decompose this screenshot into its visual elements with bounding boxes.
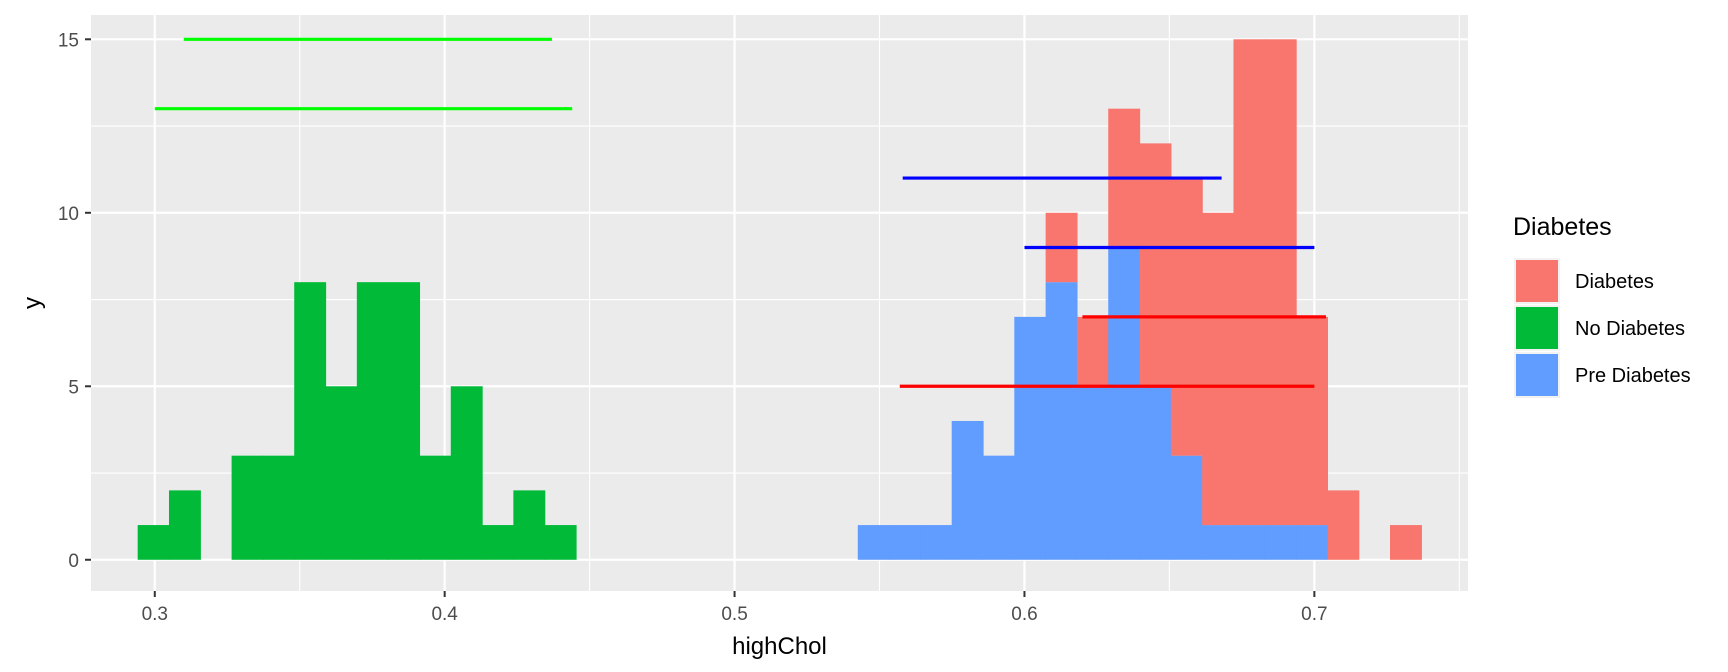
legend-title: Diabetes bbox=[1513, 213, 1612, 241]
y-tick-label: 10 bbox=[58, 204, 79, 225]
bar-diabetes bbox=[1139, 143, 1172, 387]
bar-pre-diabetes bbox=[1202, 525, 1235, 560]
bar-no-diabetes bbox=[231, 455, 264, 560]
bar-no-diabetes bbox=[450, 386, 483, 560]
bar-diabetes bbox=[1264, 39, 1297, 526]
y-tick-label: 15 bbox=[58, 30, 79, 51]
y-tick-label: 0 bbox=[68, 551, 79, 572]
x-tick-label: 0.7 bbox=[1301, 604, 1327, 625]
bar-pre-diabetes bbox=[857, 525, 890, 560]
y-tick-label: 5 bbox=[68, 377, 79, 398]
legend-label: Pre Diabetes bbox=[1575, 365, 1691, 387]
x-axis: 0.3 0.4 0.5 0.6 0.7 bbox=[142, 591, 1328, 625]
bar-pre-diabetes bbox=[1108, 247, 1141, 560]
bar-diabetes bbox=[1296, 316, 1329, 526]
legend-key bbox=[1516, 260, 1558, 302]
bar-pre-diabetes bbox=[1296, 525, 1329, 560]
bar-diabetes bbox=[1233, 39, 1266, 526]
x-tick-label: 0.5 bbox=[721, 604, 747, 625]
bar-no-diabetes bbox=[544, 525, 577, 560]
x-tick-label: 0.4 bbox=[431, 604, 458, 625]
bar-pre-diabetes bbox=[1076, 386, 1109, 560]
bars bbox=[137, 39, 1422, 560]
bar-pre-diabetes bbox=[889, 525, 921, 560]
legend-label: No Diabetes bbox=[1575, 318, 1685, 340]
bar-pre-diabetes bbox=[920, 525, 953, 560]
bar-no-diabetes bbox=[388, 282, 421, 560]
x-axis-title: highChol bbox=[732, 633, 827, 660]
legend-label: Diabetes bbox=[1575, 271, 1654, 293]
bar-pre-diabetes bbox=[1014, 316, 1047, 560]
legend: Diabetes Diabetes No Diabetes Pre Diabetes bbox=[1513, 213, 1691, 398]
bar-no-diabetes bbox=[513, 490, 546, 560]
y-axis: 0 5 10 15 bbox=[58, 30, 91, 572]
bar-pre-diabetes bbox=[1139, 386, 1172, 560]
legend-key bbox=[1516, 354, 1558, 396]
range-segments bbox=[154, 37, 1326, 388]
bar-diabetes bbox=[1202, 212, 1235, 526]
x-tick-label: 0.3 bbox=[142, 604, 168, 625]
x-tick-label: 0.6 bbox=[1011, 604, 1037, 625]
bar-no-diabetes bbox=[294, 282, 327, 560]
bar-no-diabetes bbox=[168, 490, 201, 560]
bar-diabetes bbox=[1076, 316, 1109, 387]
bar-no-diabetes bbox=[325, 386, 358, 560]
bar-pre-diabetes bbox=[1170, 455, 1203, 560]
bar-diabetes bbox=[1390, 525, 1422, 560]
bar-no-diabetes bbox=[419, 455, 452, 560]
y-axis-title: y bbox=[19, 297, 46, 309]
bar-no-diabetes bbox=[262, 455, 295, 560]
bar-pre-diabetes bbox=[951, 420, 984, 560]
bar-no-diabetes bbox=[356, 282, 389, 560]
bar-no-diabetes bbox=[482, 525, 514, 560]
bar-no-diabetes bbox=[137, 525, 170, 560]
bar-pre-diabetes bbox=[1264, 525, 1297, 560]
bar-pre-diabetes bbox=[1233, 525, 1266, 560]
bar-diabetes bbox=[1327, 490, 1360, 560]
bar-pre-diabetes bbox=[983, 455, 1015, 560]
bar-pre-diabetes bbox=[1045, 282, 1078, 560]
legend-key bbox=[1516, 307, 1558, 349]
